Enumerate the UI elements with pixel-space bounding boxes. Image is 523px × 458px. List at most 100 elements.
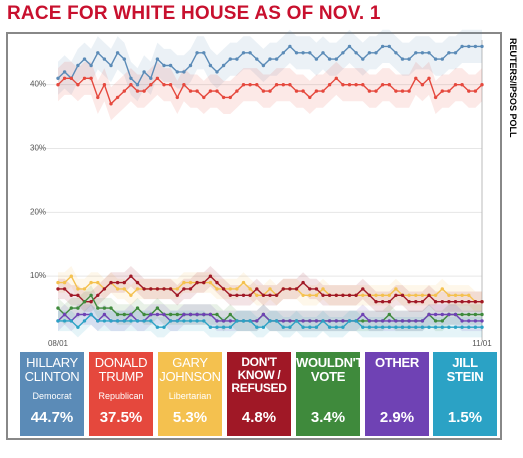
data-point bbox=[69, 274, 74, 278]
data-point bbox=[162, 63, 166, 68]
data-point bbox=[261, 312, 266, 317]
candidate-name: DON'T KNOW / REFUSED bbox=[231, 355, 287, 395]
data-point bbox=[447, 312, 451, 317]
data-point bbox=[175, 319, 179, 323]
data-point bbox=[62, 280, 67, 285]
data-point bbox=[102, 306, 107, 310]
poll-value: 1.5% bbox=[447, 409, 483, 426]
data-point bbox=[56, 280, 60, 285]
data-point bbox=[135, 280, 140, 285]
data-point bbox=[62, 70, 67, 74]
legend-box: DON'T KNOW / REFUSED 4.8% bbox=[227, 352, 291, 436]
data-point bbox=[467, 319, 471, 323]
data-point bbox=[208, 89, 213, 93]
legend-box: GARY JOHNSON Libertarian 5.3% bbox=[158, 352, 222, 436]
data-point bbox=[281, 319, 285, 323]
data-point bbox=[228, 287, 232, 291]
data-point bbox=[168, 83, 173, 87]
data-point bbox=[109, 280, 113, 285]
data-point bbox=[321, 287, 325, 291]
data-point bbox=[102, 319, 107, 323]
data-point bbox=[62, 312, 67, 317]
data-point bbox=[228, 293, 232, 297]
data-point bbox=[301, 319, 305, 323]
data-point bbox=[248, 293, 252, 297]
data-point bbox=[235, 287, 239, 291]
data-point bbox=[341, 83, 345, 87]
data-point bbox=[109, 306, 113, 310]
data-point bbox=[109, 63, 113, 68]
data-point bbox=[268, 89, 272, 93]
data-point bbox=[308, 95, 312, 100]
data-point bbox=[215, 70, 219, 74]
data-point bbox=[387, 319, 391, 323]
data-point bbox=[473, 319, 478, 323]
data-point bbox=[208, 280, 213, 285]
data-point bbox=[361, 57, 365, 61]
data-point bbox=[334, 293, 338, 297]
data-point bbox=[460, 83, 464, 87]
data-point bbox=[56, 83, 60, 87]
data-point bbox=[129, 83, 133, 87]
data-point bbox=[433, 312, 438, 317]
axis-ticks: 08/01 11/01 bbox=[48, 339, 492, 348]
data-point bbox=[122, 287, 127, 291]
data-point bbox=[89, 63, 93, 68]
y-tick-label: 30% bbox=[30, 144, 46, 153]
data-point bbox=[440, 300, 444, 304]
data-point bbox=[314, 325, 319, 329]
data-point bbox=[380, 44, 385, 49]
data-point bbox=[221, 63, 226, 68]
data-point bbox=[367, 325, 372, 329]
data-point bbox=[288, 83, 292, 87]
data-point bbox=[261, 63, 266, 68]
data-point bbox=[447, 51, 451, 55]
data-point bbox=[480, 300, 484, 304]
legend-box: JILL STEIN 1.5% bbox=[433, 352, 497, 436]
data-point bbox=[341, 325, 345, 329]
data-point bbox=[274, 57, 279, 61]
data-point bbox=[420, 325, 425, 329]
data-point bbox=[433, 293, 438, 297]
data-point bbox=[175, 312, 179, 317]
poll-value: 5.3% bbox=[172, 409, 208, 426]
data-point bbox=[208, 274, 213, 278]
data-point bbox=[281, 287, 285, 291]
data-point bbox=[228, 312, 232, 317]
data-point bbox=[69, 319, 74, 323]
data-point bbox=[341, 293, 345, 297]
data-point bbox=[221, 319, 226, 323]
data-point bbox=[400, 89, 405, 93]
data-point bbox=[314, 293, 319, 297]
data-point bbox=[255, 57, 259, 61]
confidence-band bbox=[58, 304, 482, 332]
data-point bbox=[129, 293, 133, 297]
data-point bbox=[367, 293, 372, 297]
data-point bbox=[69, 306, 74, 310]
data-point bbox=[420, 51, 425, 55]
y-tick-label: 40% bbox=[30, 80, 46, 89]
data-point bbox=[334, 57, 338, 61]
data-point bbox=[102, 312, 107, 317]
data-point bbox=[228, 325, 232, 329]
data-point bbox=[182, 319, 186, 323]
data-point bbox=[129, 312, 133, 317]
data-point bbox=[102, 287, 107, 291]
data-point bbox=[168, 287, 173, 291]
data-point bbox=[308, 319, 312, 323]
data-point bbox=[122, 312, 127, 317]
data-point bbox=[168, 63, 173, 68]
data-point bbox=[420, 83, 425, 87]
data-point bbox=[394, 325, 398, 329]
data-point bbox=[89, 280, 93, 285]
data-point bbox=[182, 280, 186, 285]
data-point bbox=[96, 293, 100, 297]
data-point bbox=[129, 274, 133, 278]
data-point bbox=[115, 287, 120, 291]
data-point bbox=[361, 312, 365, 317]
data-point bbox=[414, 325, 418, 329]
data-point bbox=[480, 83, 484, 87]
data-point bbox=[321, 51, 325, 55]
candidate-name: WOULDN'T VOTE bbox=[296, 355, 364, 384]
data-point bbox=[407, 89, 411, 93]
